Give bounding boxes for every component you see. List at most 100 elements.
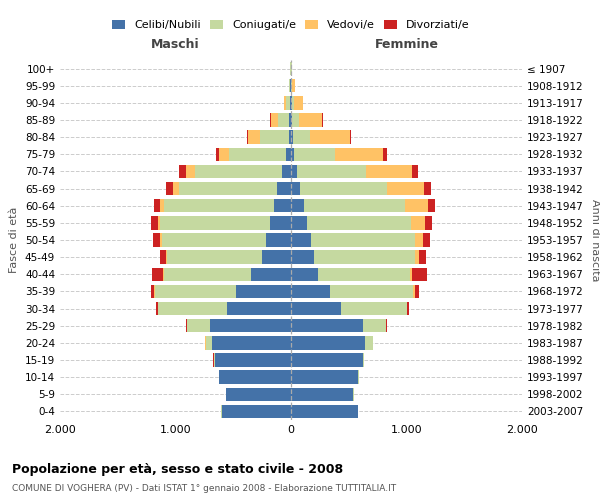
Bar	[410, 268, 412, 281]
Bar	[383, 148, 387, 161]
Bar	[166, 182, 173, 196]
Bar	[290, 96, 291, 110]
Bar	[151, 284, 154, 298]
Bar	[291, 404, 358, 418]
Bar	[158, 302, 227, 316]
Bar	[286, 148, 291, 161]
Bar	[155, 284, 236, 298]
Bar	[292, 79, 295, 92]
Bar	[291, 336, 365, 349]
Bar	[362, 354, 364, 366]
Bar	[422, 234, 430, 246]
Bar	[415, 250, 419, 264]
Bar	[304, 199, 406, 212]
Bar	[274, 199, 291, 212]
Bar	[270, 216, 291, 230]
Bar	[291, 234, 311, 246]
Bar	[413, 284, 415, 298]
Bar	[424, 182, 431, 196]
Bar	[284, 96, 286, 110]
Bar	[299, 114, 322, 126]
Bar	[289, 114, 291, 126]
Bar	[291, 250, 314, 264]
Bar	[173, 182, 179, 196]
Bar	[160, 216, 270, 230]
Bar	[330, 284, 413, 298]
Bar	[317, 268, 410, 281]
Bar	[187, 319, 210, 332]
Bar	[164, 268, 251, 281]
Bar	[419, 250, 425, 264]
Bar	[387, 182, 424, 196]
Bar	[248, 130, 260, 144]
Bar	[341, 302, 407, 316]
Bar	[407, 302, 409, 316]
Bar	[179, 164, 186, 178]
Bar	[291, 388, 353, 401]
Bar	[160, 199, 164, 212]
Bar	[155, 302, 158, 316]
Bar	[167, 250, 262, 264]
Bar	[362, 319, 386, 332]
Bar	[289, 79, 290, 92]
Bar	[428, 199, 435, 212]
Bar	[291, 354, 362, 366]
Bar	[412, 268, 427, 281]
Bar	[292, 114, 299, 126]
Bar	[160, 250, 166, 264]
Bar	[291, 182, 300, 196]
Bar	[291, 302, 341, 316]
Bar	[278, 114, 289, 126]
Bar	[214, 354, 215, 366]
Bar	[282, 164, 291, 178]
Bar	[266, 234, 291, 246]
Bar	[222, 404, 291, 418]
Bar	[350, 130, 352, 144]
Bar	[251, 268, 291, 281]
Bar	[307, 216, 411, 230]
Bar	[160, 234, 161, 246]
Bar	[406, 199, 428, 212]
Bar	[151, 216, 158, 230]
Bar	[277, 182, 291, 196]
Bar	[154, 199, 160, 212]
Bar	[262, 250, 291, 264]
Bar	[166, 250, 167, 264]
Bar	[425, 216, 432, 230]
Bar	[291, 284, 330, 298]
Bar	[297, 164, 366, 178]
Legend: Celibi/Nubili, Coniugati/e, Vedovi/e, Divorziati/e: Celibi/Nubili, Coniugati/e, Vedovi/e, Di…	[108, 15, 474, 34]
Bar	[314, 250, 415, 264]
Bar	[411, 216, 425, 230]
Bar	[164, 199, 274, 212]
Bar	[291, 130, 293, 144]
Bar	[247, 130, 248, 144]
Text: COMUNE DI VOGHERA (PV) - Dati ISTAT 1° gennaio 2008 - Elaborazione TUTTITALIA.IT: COMUNE DI VOGHERA (PV) - Dati ISTAT 1° g…	[12, 484, 396, 493]
Bar	[291, 216, 307, 230]
Y-axis label: Fasce di età: Fasce di età	[10, 207, 19, 273]
Bar	[195, 164, 282, 178]
Bar	[206, 336, 212, 349]
Bar	[226, 388, 291, 401]
Text: Maschi: Maschi	[151, 38, 200, 52]
Bar	[291, 164, 297, 178]
Bar	[365, 336, 373, 349]
Bar	[310, 130, 350, 144]
Bar	[294, 96, 303, 110]
Bar	[291, 199, 304, 212]
Bar	[286, 96, 290, 110]
Bar	[186, 164, 195, 178]
Bar	[300, 182, 387, 196]
Bar	[227, 302, 291, 316]
Bar	[412, 164, 418, 178]
Y-axis label: Anni di nascita: Anni di nascita	[590, 198, 600, 281]
Bar	[311, 234, 415, 246]
Bar	[220, 370, 291, 384]
Bar	[158, 216, 160, 230]
Bar	[236, 284, 291, 298]
Text: Femmine: Femmine	[374, 38, 439, 52]
Bar	[210, 319, 291, 332]
Bar	[415, 284, 419, 298]
Bar	[335, 148, 383, 161]
Bar	[292, 96, 294, 110]
